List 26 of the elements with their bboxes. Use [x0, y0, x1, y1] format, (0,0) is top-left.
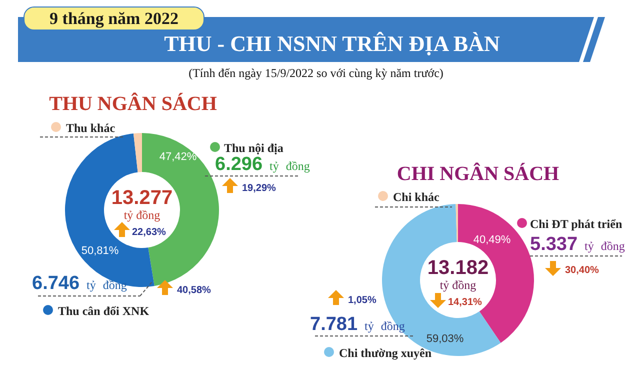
legend-label: Chi ĐT phát triển	[530, 217, 622, 231]
text: 6.296 tỷ đồng	[215, 154, 310, 175]
data-label: 59,03%	[426, 333, 464, 345]
text: 22,63%	[132, 227, 166, 238]
text: THU - CHI NSNN TRÊN ĐỊA BÀN	[164, 31, 500, 56]
chart-title: CHI NGÂN SÁCH	[396, 162, 560, 185]
legend-label: Thu khác	[66, 121, 116, 135]
data-label: 50,81%	[81, 245, 119, 257]
text: 13.182 tỷ đồng	[427, 257, 489, 292]
chart-title: THU NGÂN SÁCH	[49, 92, 218, 115]
legend-label: Thu nội địa	[224, 141, 284, 155]
data-label: 40,49%	[473, 234, 511, 246]
legend-label: Chi thường xuyên	[339, 346, 432, 360]
text: 5.337 tỷ đồng	[530, 234, 625, 255]
legend-label: Thu cân đối XNK	[58, 304, 150, 318]
text: 14,31%	[448, 297, 482, 308]
text: 19,29%	[242, 183, 276, 194]
text: 13.277 tỷ đồng	[111, 187, 173, 222]
text: (Tính đến ngày 15/9/2022 so với cùng kỳ năm trước)	[188, 66, 444, 80]
text: 9 tháng năm 2022	[50, 9, 178, 28]
data-label: 47,42%	[159, 151, 197, 163]
donut-slice	[133, 133, 142, 172]
text: 40,58%	[177, 285, 212, 296]
text: 30,40%	[565, 265, 600, 276]
text: 1,05%	[348, 295, 376, 306]
legend-label: Chi khác	[393, 190, 440, 204]
